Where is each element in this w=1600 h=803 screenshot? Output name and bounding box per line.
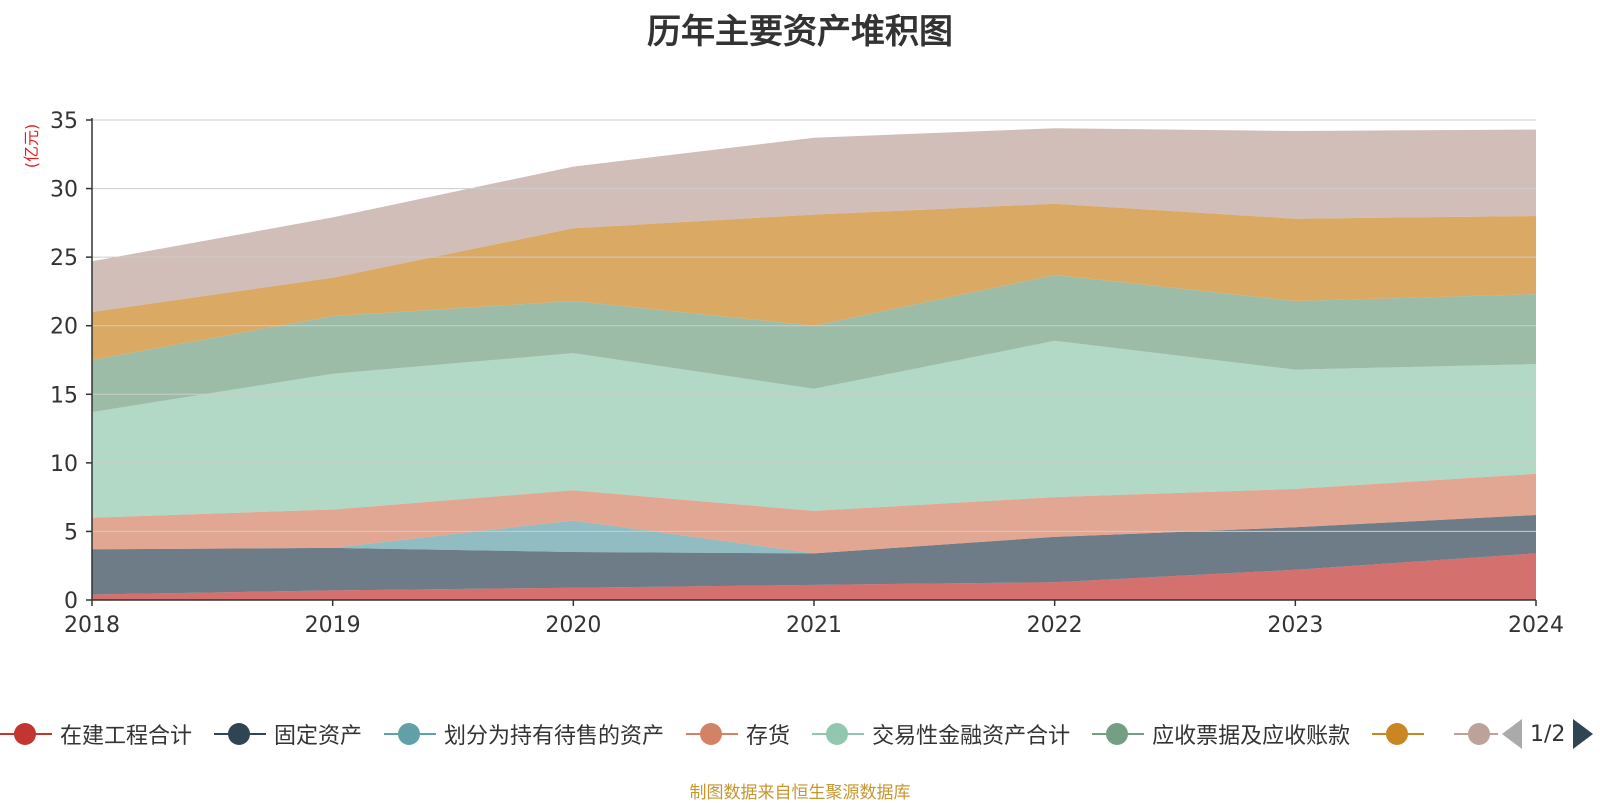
legend-item[interactable]: 划分为持有待售的资产 <box>384 718 664 750</box>
legend-marker-icon <box>0 722 52 746</box>
x-tick-label: 2023 <box>1267 613 1323 638</box>
series-area-2 <box>92 515 1536 554</box>
series-area-7 <box>92 128 1536 312</box>
legend-item[interactable]: 存货 <box>686 718 790 750</box>
y-tick-label: 25 <box>50 246 78 271</box>
x-tick-label: 2022 <box>1027 613 1083 638</box>
legend-label: 交易性金融资产合计 <box>872 724 1071 749</box>
legend-marker-icon <box>1092 722 1145 746</box>
pager-next-icon[interactable] <box>1573 719 1594 749</box>
series-area-1 <box>92 515 1536 595</box>
y-tick-label: 35 <box>50 109 78 134</box>
legend-label: 划分为持有待售的资产 <box>444 724 665 749</box>
y-tick-label: 30 <box>50 178 78 203</box>
series-area-5 <box>92 275 1536 413</box>
series-area-3 <box>92 473 1536 554</box>
legend-marker-icon <box>384 722 437 746</box>
y-tick-label: 5 <box>64 520 78 545</box>
y-axis-unit: (亿元) <box>22 124 41 169</box>
legend-item[interactable]: 在建工程合计 <box>0 718 192 750</box>
y-tick-label: 20 <box>50 315 78 340</box>
legend-pager: 1/2 <box>1498 716 1600 752</box>
x-tick-label: 2020 <box>545 613 601 638</box>
y-tick-label: 10 <box>50 452 78 477</box>
legend-item[interactable]: 应收票据及应收账款 <box>1092 718 1350 750</box>
series-area-0 <box>92 553 1536 600</box>
legend-marker-icon <box>1454 722 1507 746</box>
legend-marker-icon <box>812 722 865 746</box>
pager-text: 1/2 <box>1530 721 1566 747</box>
legend-marker-icon <box>686 722 739 746</box>
legend-item[interactable] <box>1454 722 1514 746</box>
legend-marker-icon <box>1372 722 1425 746</box>
pager-prev-icon[interactable] <box>1502 719 1522 749</box>
x-tick-label: 2018 <box>64 613 120 638</box>
legend-item[interactable] <box>1372 722 1432 746</box>
legend-item[interactable]: 交易性金融资产合计 <box>812 718 1070 750</box>
legend-marker-icon <box>214 722 267 746</box>
x-tick-label: 2019 <box>305 613 361 638</box>
legend-item[interactable]: 固定资产 <box>214 718 362 750</box>
y-tick-label: 0 <box>64 589 78 614</box>
series-area-6 <box>92 203 1536 360</box>
series-area-4 <box>92 340 1536 518</box>
legend: 在建工程合计 固定资产 划分为持有待售的资产 存货 交易性金融资产合计 应收票据及应收账款 <box>0 714 1600 754</box>
legend-label: 在建工程合计 <box>60 724 193 749</box>
x-tick-label: 2024 <box>1508 613 1564 638</box>
legend-label: 应收票据及应收账款 <box>1152 724 1351 749</box>
x-tick-label: 2021 <box>786 613 842 638</box>
source-note: 制图数据来自恒生聚源数据库 <box>689 783 911 803</box>
y-tick-label: 15 <box>50 383 78 408</box>
legend-label: 固定资产 <box>274 724 363 749</box>
legend-label: 存货 <box>746 724 791 749</box>
chart-title: 历年主要资产堆积图 <box>647 12 953 52</box>
